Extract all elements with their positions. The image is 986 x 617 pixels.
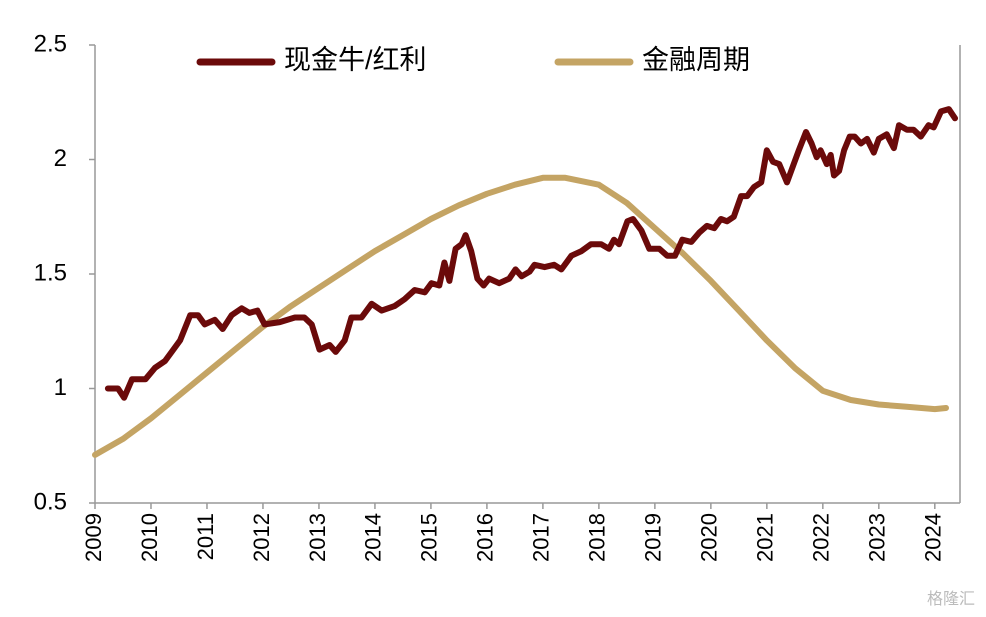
x-tick-label: 2012 (249, 513, 274, 562)
x-tick-label: 2022 (809, 513, 834, 562)
y-tick-label: 1 (54, 374, 67, 401)
watermark: 格隆汇 (927, 590, 975, 608)
y-tick-label: 2 (54, 145, 67, 172)
x-tick-label: 2009 (81, 513, 106, 562)
x-tick-label: 2011 (193, 513, 218, 560)
x-tick-label: 2014 (361, 513, 386, 562)
series-line (104, 106, 958, 401)
y-tick-label: 1.5 (34, 259, 67, 286)
x-tick-label: 2015 (417, 513, 442, 562)
x-tick-label: 2021 (753, 513, 778, 562)
x-tick-label: 2010 (137, 513, 162, 562)
x-tick-label: 2020 (697, 513, 722, 562)
series-line (92, 174, 949, 458)
x-tick-label: 2024 (921, 513, 946, 562)
x-tick-label: 2019 (641, 513, 666, 562)
legend-label: 现金牛/红利 (284, 45, 427, 75)
legend-label: 金融周期 (642, 45, 750, 75)
y-tick-label: 2.5 (34, 30, 67, 57)
x-tick-label: 2017 (529, 513, 554, 562)
x-tick-label: 2018 (585, 513, 610, 562)
y-tick-label: 0.5 (34, 488, 67, 515)
x-tick-label: 2013 (305, 513, 330, 562)
x-tick-label: 2023 (865, 513, 890, 562)
x-tick-label: 2016 (473, 513, 498, 562)
